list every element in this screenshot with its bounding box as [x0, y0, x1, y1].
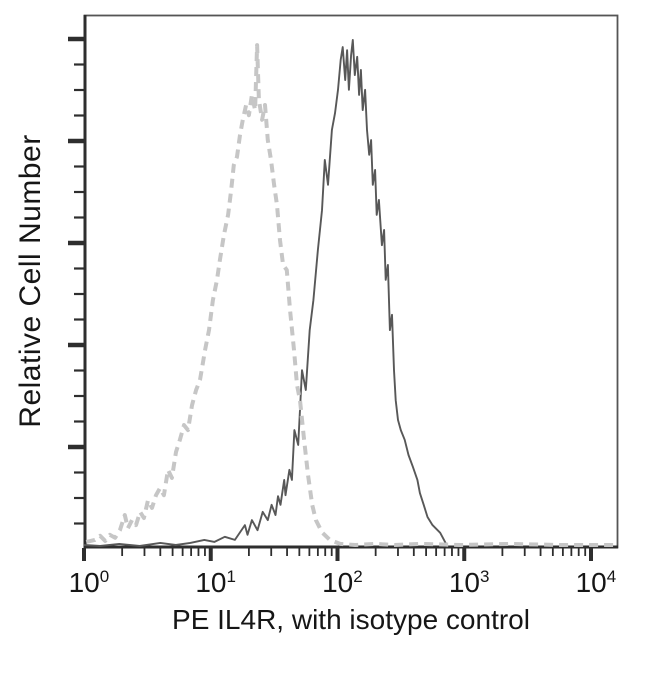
sample-curve: [83, 39, 449, 548]
x-axis-label: PE IL4R, with isotype control: [172, 604, 530, 635]
plot-frame: [83, 14, 619, 549]
x-tick-label-10e4: 104: [575, 567, 617, 598]
isotype-control-curve: [85, 43, 616, 547]
x-tick-label-10e2: 102: [322, 567, 363, 598]
y-axis-label: Relative Cell Number: [14, 134, 47, 428]
x-tick-label-10e0: 100: [68, 567, 110, 598]
x-tick-label-10e1: 101: [195, 567, 236, 598]
x-tick-label-10e3: 103: [448, 567, 490, 598]
